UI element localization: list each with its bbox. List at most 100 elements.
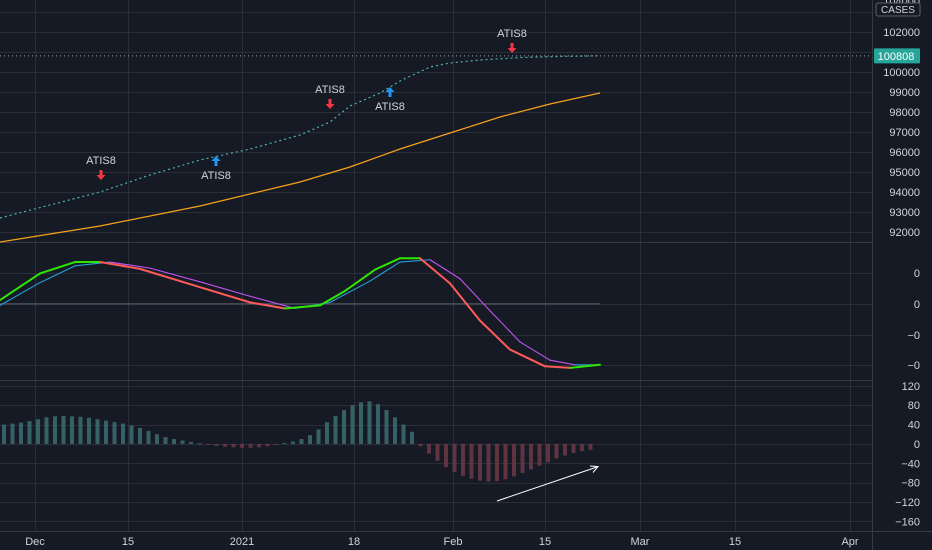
sell-signal-marker[interactable]: ATIS8 [497,28,527,53]
time-tick-label: Dec [25,536,45,548]
histogram-tick-label: −40 [901,458,920,470]
histogram-bar [10,423,15,444]
arrowhead-icon [589,465,600,473]
price-tick-label: 99000 [889,87,920,99]
macd-line-segment [319,289,346,307]
scale-badge-label: CASES [881,5,915,16]
macd-line-segment [284,304,321,310]
signal-label: ATIS8 [201,170,231,182]
histogram-bar [444,443,448,468]
histogram-bar [104,420,108,444]
histogram-bar [53,416,57,444]
time-axis[interactable]: Dec 15 2021 18 Feb 15 Mar 15 Apr [25,536,859,548]
trend-arrow-annotation[interactable] [496,465,600,502]
price-tick-label: 96000 [889,147,920,159]
histogram-bar [495,443,499,482]
histogram-bar [452,443,457,472]
macd-tick-label: 0 [914,299,920,311]
histogram-bar [461,443,465,476]
scale-badge[interactable]: CASES [875,2,921,17]
histogram-bar [350,405,355,444]
up-arrow-icon [385,87,395,97]
histogram-bar [503,443,508,480]
histogram-axis[interactable]: 120 80 40 0 −40 −80 −120 −160 [895,381,920,528]
macd-signal-segment [0,282,41,306]
histogram-bar [537,443,542,466]
macd-signal-segment [429,259,461,280]
histogram-tick-label: −120 [895,497,920,509]
macd-axis[interactable]: 0 0 −0 −0 [907,268,920,372]
histogram-bar [129,425,134,444]
histogram-bar [359,402,363,444]
up-arrow-icon [211,156,221,166]
histogram-bar [231,443,236,448]
time-tick-label: 15 [729,536,741,548]
histogram-tick-label: 80 [908,400,920,412]
histogram-bar [291,441,295,444]
histogram-bar [248,443,253,448]
histogram-tick-label: 0 [914,439,920,451]
macd-line-segment [569,363,601,369]
histogram-bar [70,416,74,444]
time-tick-label: 15 [122,536,134,548]
histogram-bar [588,443,593,450]
histogram-bar [342,410,346,444]
signal-annotations: ATIS8 ATIS8 ATIS8 ATIS8 ATIS8 [86,28,527,182]
price-tick-label: 95000 [889,167,920,179]
histogram-bar [197,443,202,445]
macd-line-segment [344,268,376,292]
histogram-bar [121,423,125,444]
time-tick-label: 18 [348,536,360,548]
histogram-bar [486,443,491,482]
histogram-bar [146,430,151,444]
histogram-bar [316,429,321,444]
histogram-bar [95,419,100,444]
price-tick-label: 97000 [889,127,920,139]
right-axis-bg [873,0,932,531]
histogram-bar [367,401,372,444]
sell-signal-marker[interactable]: ATIS8 [315,84,345,109]
time-tick-label: Apr [841,536,858,548]
histogram-bar [265,443,270,447]
price-tick-label: 98000 [889,107,920,119]
histogram-bar [435,443,440,461]
histogram-bar [529,443,533,470]
histogram-bar [308,435,312,444]
histogram-bar [571,443,576,454]
buy-signal-marker[interactable]: ATIS8 [201,156,231,182]
histogram-tick-label: −80 [901,478,920,490]
histogram-bar [563,443,567,456]
signal-label: ATIS8 [497,28,527,40]
last-price-label: 100808 [878,51,915,63]
histogram-bar [112,422,117,444]
histogram-bar [478,443,482,481]
macd-signal-segment [369,261,401,282]
sell-signal-marker[interactable]: ATIS8 [86,155,116,180]
histogram-bar [223,443,227,447]
histogram-bar [61,415,66,444]
histogram-bar [299,439,304,444]
down-arrow-icon [96,170,106,180]
price-panel [0,55,601,243]
histogram-bar [155,434,159,444]
macd-line-segment [0,272,41,302]
trend-arrow-line [496,466,598,502]
price-tick-label: 94000 [889,187,920,199]
macd-signal-segment [149,267,201,283]
histogram-bar [163,437,168,444]
histogram-bar [418,443,423,447]
histogram-tick-label: −160 [895,516,920,528]
macd-line-segment [509,348,546,368]
macd-tick-label: −0 [907,330,920,342]
histogram-bar [87,417,91,444]
time-tick-label: Feb [444,536,463,548]
histogram-bar [520,443,525,473]
histogram-tick-label: 40 [908,420,920,432]
price-moving-average-line [0,92,601,243]
histogram-bar [580,443,584,452]
histogram-bar [27,421,32,444]
macd-signal-segment [459,278,491,312]
macd-line-segment [199,286,251,304]
buy-signal-marker[interactable]: ATIS8 [375,87,405,113]
